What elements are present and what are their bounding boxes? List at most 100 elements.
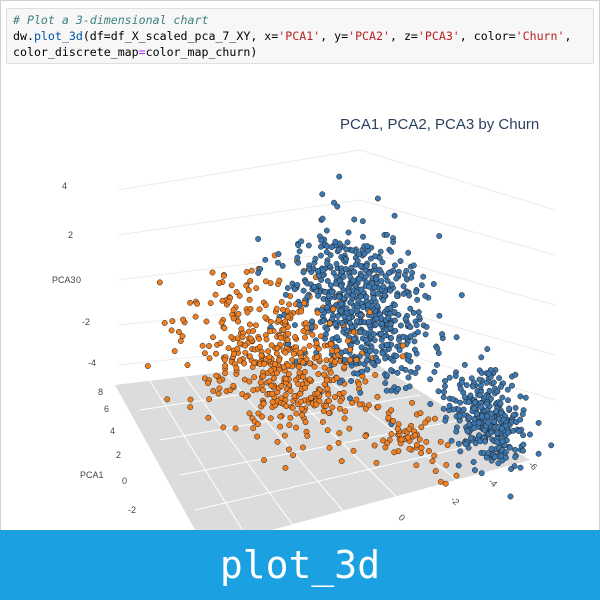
x-tick-label: 8 (98, 387, 103, 397)
blue-data-point (440, 405, 447, 412)
blue-data-point (470, 459, 477, 465)
orange-data-point (437, 478, 444, 485)
blue-data-point (391, 212, 398, 219)
blue-data-point (458, 379, 465, 386)
orange-data-point (309, 331, 316, 338)
orange-data-point (194, 300, 201, 307)
blue-data-point (535, 450, 542, 457)
orange-data-point (199, 342, 206, 349)
blue-data-point (408, 274, 415, 281)
orange-data-point (225, 345, 232, 352)
blue-data-point (294, 254, 301, 261)
blue-data-point (416, 314, 423, 320)
blue-data-point (436, 312, 443, 319)
orange-data-point (321, 364, 328, 371)
orange-data-point (257, 379, 264, 386)
blue-data-point (373, 276, 380, 282)
orange-data-point (262, 278, 269, 285)
orange-data-point (260, 400, 267, 407)
blue-data-point (325, 292, 332, 299)
orange-data-point (443, 461, 450, 468)
orange-data-point (290, 350, 297, 357)
blue-data-point (358, 344, 365, 351)
blue-data-point (373, 315, 380, 322)
blue-data-point (351, 268, 358, 275)
blue-data-point (324, 326, 331, 333)
orange-data-point (273, 370, 280, 377)
blue-data-point (358, 286, 365, 293)
blue-data-point (383, 231, 390, 238)
blue-data-point (338, 300, 345, 307)
blue-data-point (332, 321, 339, 328)
blue-data-point (396, 336, 402, 343)
orange-data-point (267, 328, 273, 335)
blue-data-point (484, 346, 491, 353)
z-tick-label: -2 (82, 317, 90, 327)
blue-data-point (334, 334, 340, 341)
blue-data-point (411, 346, 418, 353)
orange-data-point (243, 269, 250, 275)
orange-data-point (323, 357, 330, 364)
blue-data-point (384, 342, 390, 348)
blue-data-point (402, 366, 409, 373)
blue-data-point (504, 386, 511, 393)
blue-data-point (338, 282, 344, 289)
orange-data-point (350, 447, 357, 454)
z-tick-label: 2 (68, 230, 73, 240)
blue-data-point (359, 368, 366, 375)
blue-data-point (378, 330, 385, 337)
blue-data-point (291, 322, 298, 329)
blue-data-point (380, 297, 387, 304)
code-args-e: , (564, 29, 572, 43)
orange-data-point (416, 436, 423, 443)
blue-data-point (382, 273, 389, 280)
blue-data-point (476, 432, 483, 439)
blue-data-point (457, 385, 464, 392)
orange-data-point (267, 318, 274, 325)
orange-data-point (418, 450, 425, 456)
blue-data-point (499, 438, 506, 445)
blue-data-point (393, 275, 400, 282)
orange-data-point (244, 309, 251, 316)
orange-data-point (431, 452, 438, 459)
blue-data-point (279, 262, 286, 269)
blue-data-point (471, 467, 478, 474)
y-tick-label: 0 (397, 512, 408, 523)
scatter-3d-chart[interactable]: 4 2 0 -2 -4 PCA3 86 4 2 0 -2 PCA1 -6 -4 -2 0 (0, 80, 600, 530)
blue-data-point (295, 242, 302, 249)
blue-data-point (535, 419, 542, 426)
orange-data-point (242, 342, 249, 349)
z-axis-title: PCA3 (52, 275, 76, 285)
blue-data-point (370, 331, 377, 338)
orange-data-point (273, 350, 280, 357)
blue-data-point (497, 383, 504, 390)
orange-data-point (423, 438, 430, 445)
code-cell[interactable]: # Plot a 3-dimensional chart dw.plot_3d(… (6, 8, 594, 64)
blue-data-point (322, 335, 328, 342)
blue-data-point (291, 286, 298, 293)
orange-data-point (286, 301, 293, 308)
blue-data-point (356, 276, 363, 283)
orange-data-point (192, 313, 199, 320)
blue-data-point (318, 237, 325, 244)
orange-data-point (246, 410, 253, 417)
orange-data-point (326, 320, 333, 327)
orange-data-point (203, 318, 210, 325)
blue-data-point (319, 215, 326, 222)
x-tick-label: 0 (122, 476, 127, 486)
orange-data-point (216, 377, 223, 384)
blue-data-point (400, 290, 407, 297)
blue-data-point (367, 255, 374, 262)
blue-data-point (391, 302, 398, 309)
blue-data-point (406, 352, 413, 359)
orange-data-point (246, 321, 253, 328)
blue-data-point (410, 262, 417, 269)
blue-data-point (362, 336, 369, 343)
blue-data-point (497, 400, 504, 407)
orange-data-point (274, 345, 281, 352)
blue-data-point (467, 392, 474, 399)
orange-data-point (218, 319, 225, 326)
x-tick-label: 4 (110, 426, 115, 436)
blue-data-point (466, 421, 473, 428)
orange-data-point (260, 373, 267, 380)
